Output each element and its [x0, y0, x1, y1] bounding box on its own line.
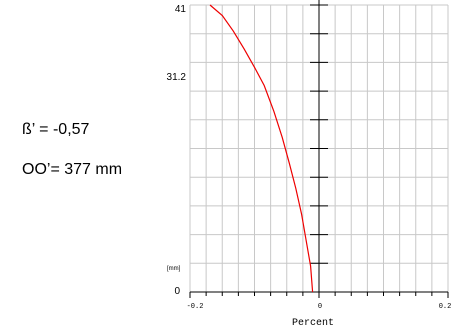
x-axis-title: Percent	[292, 318, 334, 329]
y-tick-label-top: 41	[175, 4, 187, 15]
y-unit-label: [mm]	[167, 266, 181, 272]
y-tick-label-zero: 0	[174, 286, 180, 297]
x-tick-label-left: -0.2	[187, 303, 204, 311]
chart-series	[209, 4, 314, 293]
chart-labels: 41 31.2 0 [mm] -0.2 0 0.2 Percent	[167, 4, 452, 329]
y-tick-label-mid: 31.2	[167, 72, 187, 83]
x-tick-label-center: 0	[318, 303, 322, 311]
beta-prime-value: ß’ = -0,57	[22, 121, 90, 138]
chart-axes	[189, 0, 449, 298]
series-line-0	[209, 4, 314, 293]
oo-prime-value: OO’= 377 mm	[22, 161, 123, 178]
x-tick-label-right: 0.2	[439, 303, 452, 311]
